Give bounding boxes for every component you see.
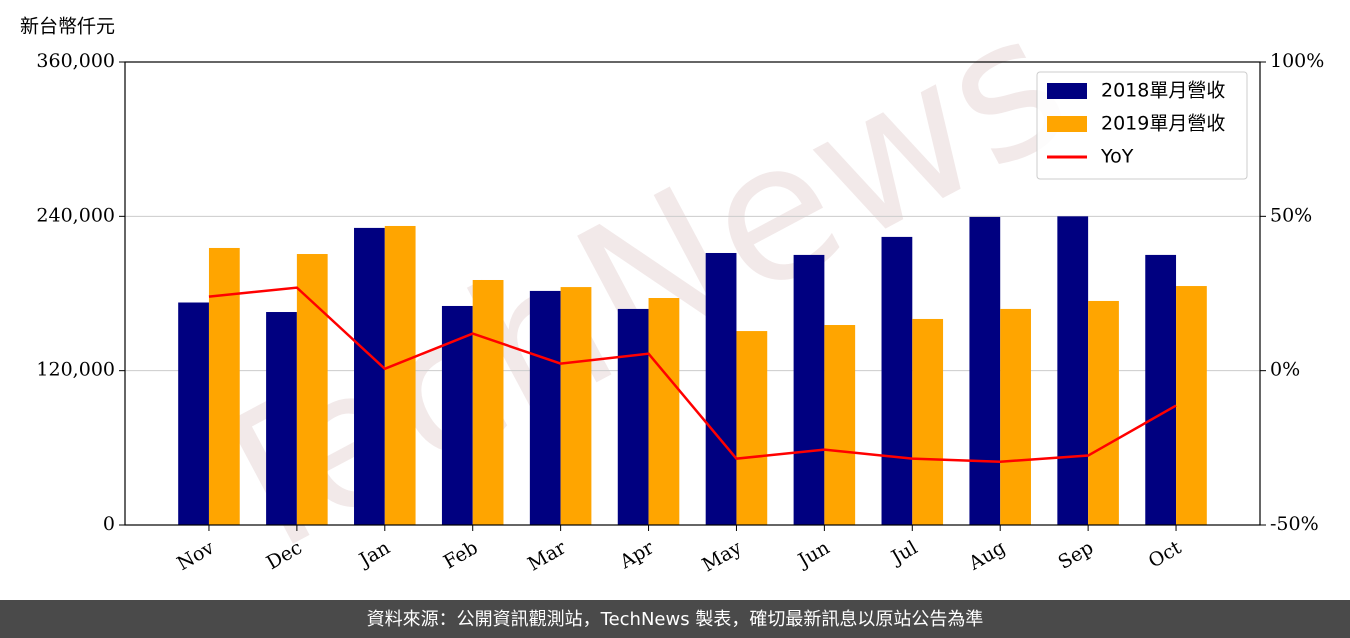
x-tick-label: Feb bbox=[440, 537, 482, 574]
bar bbox=[1088, 300, 1119, 525]
bar bbox=[1145, 254, 1177, 525]
x-tick-label: Nov bbox=[173, 536, 218, 575]
x-tick-label: Apr bbox=[615, 536, 658, 573]
x-tick-label: Oct bbox=[1145, 536, 1186, 572]
legend-label: 2018單月營收 bbox=[1101, 80, 1225, 102]
legend-box bbox=[1036, 71, 1248, 180]
bar bbox=[472, 279, 504, 525]
y-unit: 新台幣仟元 bbox=[20, 16, 115, 38]
x-tick-label: Jun bbox=[793, 537, 834, 573]
bar bbox=[912, 318, 944, 525]
x-tick-label: Jul bbox=[886, 537, 921, 570]
bar bbox=[705, 252, 737, 526]
bar bbox=[1176, 286, 1207, 525]
bar bbox=[441, 305, 473, 525]
bar bbox=[296, 254, 328, 525]
legend-label: YoY bbox=[1100, 146, 1134, 168]
bar bbox=[881, 236, 913, 525]
y2-tick-label: 100% bbox=[1270, 50, 1324, 72]
x-tick-label: Mar bbox=[524, 536, 570, 575]
bar bbox=[617, 308, 649, 525]
bar bbox=[560, 287, 592, 525]
bar bbox=[1000, 308, 1031, 525]
bar bbox=[1057, 216, 1089, 526]
bar bbox=[793, 254, 825, 525]
legend-swatch bbox=[1047, 83, 1087, 99]
footer: 資料來源：公開資訊觀測站，TechNews 製表，確切最新訊息以原站公告為準 bbox=[367, 609, 984, 630]
bar bbox=[648, 298, 680, 525]
footer-bar bbox=[0, 600, 1350, 638]
bar bbox=[354, 227, 385, 526]
y2-tick-label: 0% bbox=[1270, 359, 1300, 381]
y2-tick-label: -50% bbox=[1270, 513, 1319, 535]
bar bbox=[384, 225, 416, 525]
x-tick-label: Sep bbox=[1055, 537, 1098, 574]
legend-swatch bbox=[1047, 116, 1087, 132]
x-tick-label: May bbox=[698, 536, 745, 576]
bar bbox=[178, 302, 209, 525]
bar bbox=[529, 290, 561, 525]
y2-tick-label: 50% bbox=[1270, 204, 1312, 226]
plot-frame bbox=[124, 61, 1261, 526]
legend-label: 2019單月營收 bbox=[1101, 113, 1225, 135]
bar bbox=[969, 216, 1001, 526]
y-tick-label: 120,000 bbox=[36, 359, 115, 381]
y-tick-label: 240,000 bbox=[36, 204, 115, 226]
bar bbox=[266, 312, 297, 525]
y-tick-label: 0 bbox=[103, 513, 115, 535]
bar bbox=[736, 331, 768, 525]
bar bbox=[824, 325, 856, 525]
yoy-line bbox=[208, 286, 1177, 463]
y-tick-label: 360,000 bbox=[36, 50, 115, 72]
x-tick-label: Aug bbox=[964, 537, 1009, 576]
bar bbox=[208, 247, 240, 525]
